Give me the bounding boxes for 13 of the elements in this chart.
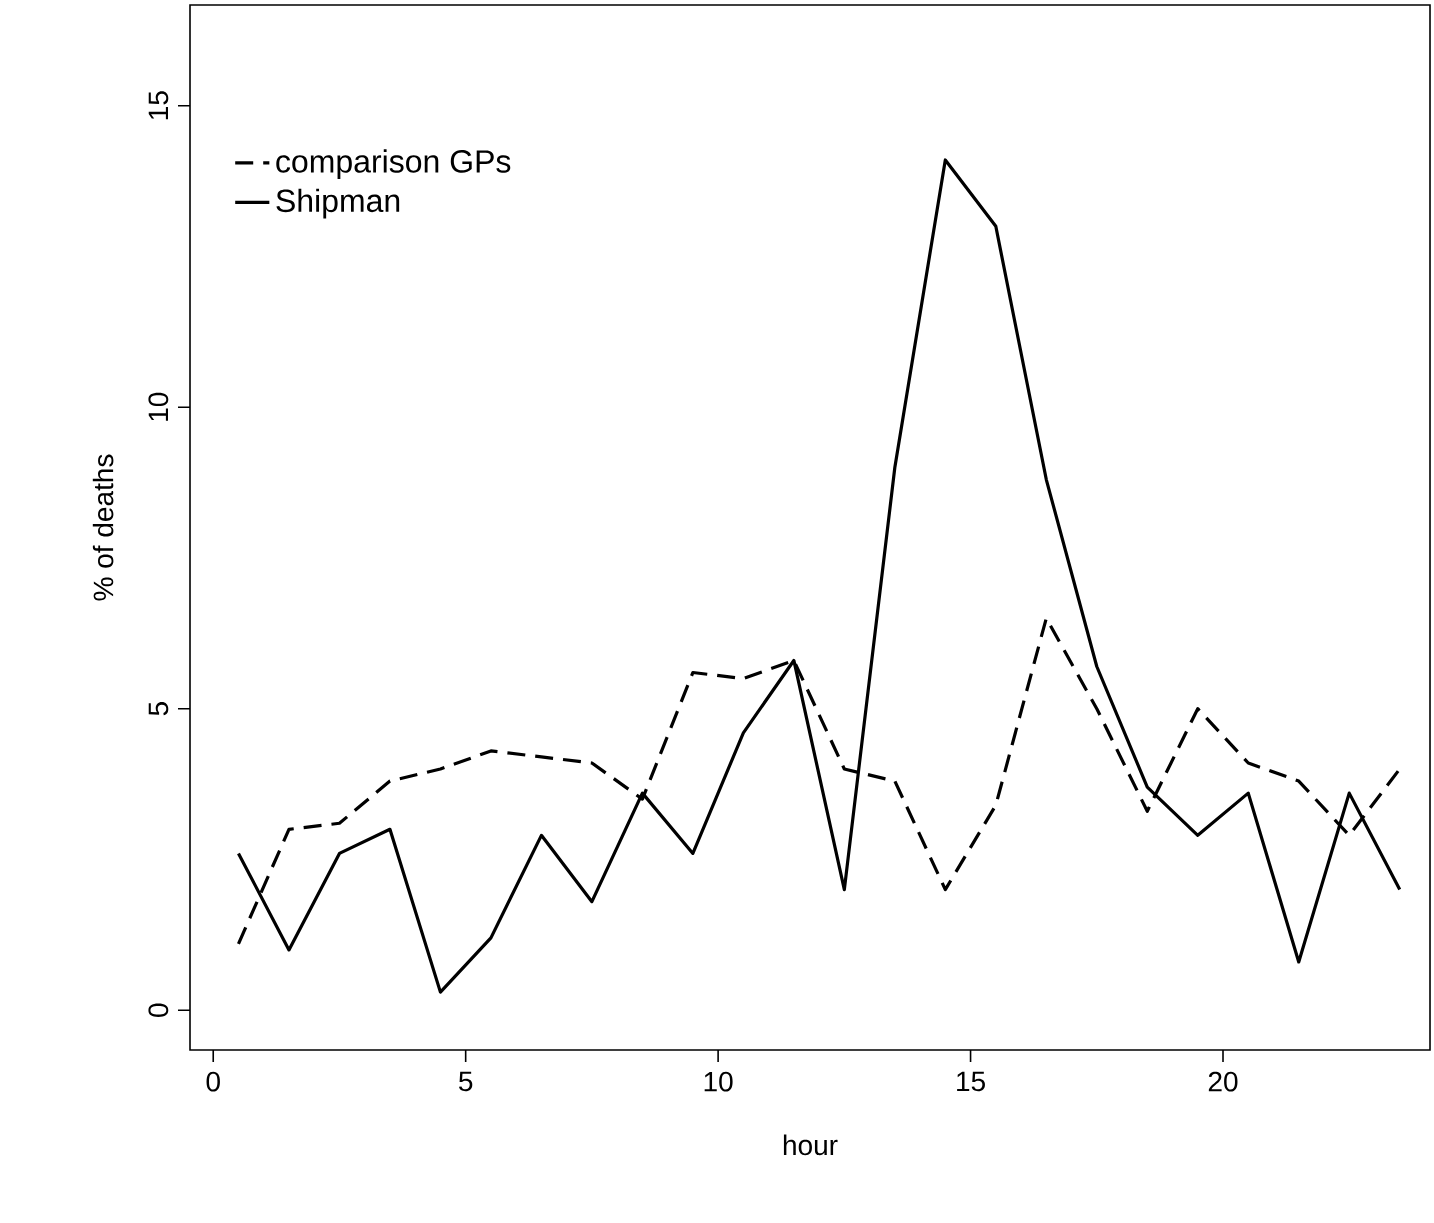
y-tick-label: 10 bbox=[148, 392, 169, 421]
y-tick-label: 5 bbox=[148, 702, 169, 716]
x-tick-label: 5 bbox=[459, 1071, 473, 1092]
y-axis-title: % of deaths bbox=[92, 454, 114, 601]
x-axis-title: hour bbox=[783, 1134, 838, 1156]
x-tick-label: 15 bbox=[957, 1071, 985, 1092]
x-tick-label: 20 bbox=[1208, 1071, 1238, 1092]
legend-label: comparison GPs bbox=[276, 149, 511, 180]
x-tick-label: 0 bbox=[206, 1071, 220, 1092]
y-tick-label: 15 bbox=[148, 91, 169, 120]
legend-label: Shipman bbox=[276, 188, 400, 219]
x-tick-label: 10 bbox=[704, 1071, 733, 1092]
y-tick-label: 0 bbox=[148, 1003, 169, 1017]
